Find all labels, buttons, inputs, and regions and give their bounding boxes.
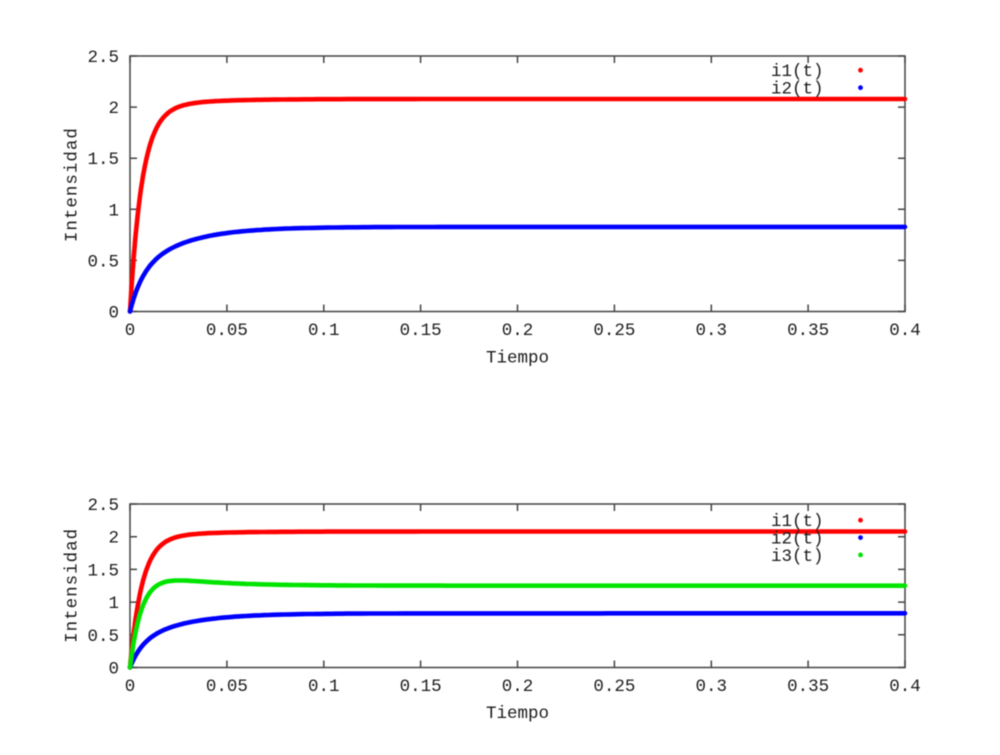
svg-text:2: 2 — [108, 529, 119, 549]
svg-text:Tiempo: Tiempo — [486, 349, 549, 369]
svg-text:i2(t): i2(t) — [771, 530, 824, 550]
svg-text:0.35: 0.35 — [787, 677, 829, 697]
svg-text:0: 0 — [125, 321, 136, 341]
svg-text:0.4: 0.4 — [889, 321, 921, 341]
svg-text:Intensidad: Intensidad — [63, 127, 83, 242]
svg-text:i3(t): i3(t) — [771, 547, 824, 567]
svg-text:0.4: 0.4 — [889, 677, 921, 697]
svg-text:Intensidad: Intensidad — [63, 528, 83, 643]
svg-text:0.15: 0.15 — [400, 321, 442, 341]
svg-text:0: 0 — [125, 677, 136, 697]
svg-text:i1(t): i1(t) — [771, 512, 824, 532]
svg-text:i2(t): i2(t) — [771, 80, 824, 100]
svg-text:0.5: 0.5 — [87, 252, 119, 272]
svg-text:0.15: 0.15 — [400, 677, 442, 697]
svg-text:2.5: 2.5 — [87, 48, 119, 68]
svg-text:0.05: 0.05 — [206, 677, 248, 697]
svg-text:2.5: 2.5 — [87, 496, 119, 516]
svg-text:0.5: 0.5 — [87, 627, 119, 647]
svg-text:0.1: 0.1 — [308, 321, 340, 341]
svg-text:Tiempo: Tiempo — [486, 704, 549, 724]
svg-text:0.25: 0.25 — [593, 677, 635, 697]
svg-text:0.1: 0.1 — [308, 677, 340, 697]
svg-text:0.2: 0.2 — [502, 321, 534, 341]
svg-text:0.05: 0.05 — [206, 321, 248, 341]
svg-text:1: 1 — [108, 201, 119, 221]
svg-text:0: 0 — [108, 660, 119, 680]
svg-text:0.2: 0.2 — [502, 677, 534, 697]
svg-text:0.25: 0.25 — [593, 321, 635, 341]
svg-text:2: 2 — [108, 99, 119, 119]
svg-text:0.3: 0.3 — [696, 321, 728, 341]
svg-text:0: 0 — [108, 304, 119, 324]
svg-text:1: 1 — [108, 594, 119, 614]
svg-text:1.5: 1.5 — [87, 561, 119, 581]
svg-text:i1(t): i1(t) — [771, 62, 824, 82]
svg-text:0.35: 0.35 — [787, 321, 829, 341]
svg-text:0.3: 0.3 — [696, 677, 728, 697]
svg-text:1.5: 1.5 — [87, 150, 119, 170]
